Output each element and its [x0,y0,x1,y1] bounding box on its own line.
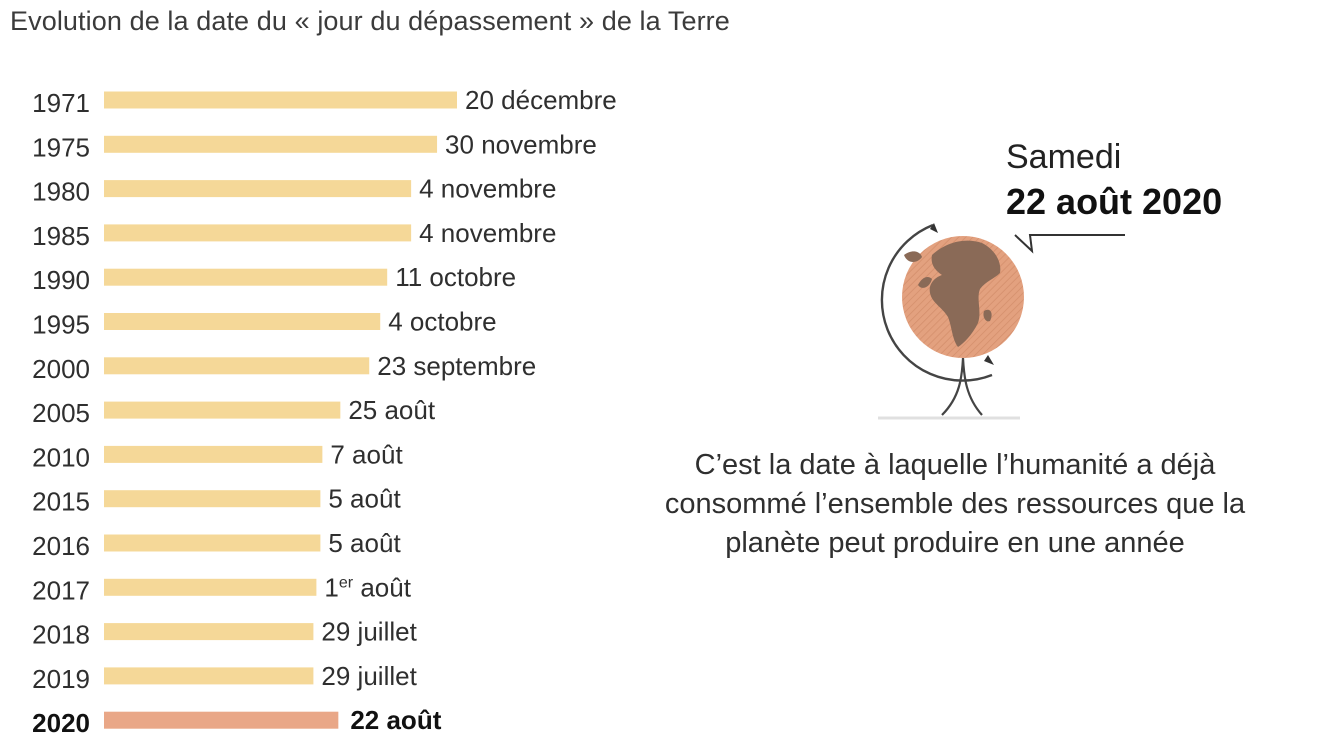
year-label: 2016 [32,531,90,561]
value-label: 22 août [350,705,441,735]
year-label: 1985 [32,221,90,251]
year-label: 2019 [32,664,90,694]
bar-2015 [104,490,321,508]
value-label: 7 août [330,439,403,469]
bar-2018 [104,623,314,641]
year-label: 2015 [32,487,90,517]
bar-2016 [104,534,321,552]
value-label: 5 août [328,528,401,558]
value-label: 20 décembre [465,85,617,115]
value-label: 29 juillet [321,617,417,647]
year-label: 2018 [32,620,90,650]
year-label: 2017 [32,575,90,605]
bar-2005 [104,401,341,419]
year-label: 2010 [32,442,90,472]
value-label: 11 octobre [395,262,516,292]
bar-1975 [104,135,438,153]
year-label: 2000 [32,354,90,384]
value-label: 30 novembre [445,129,597,159]
bar-1980 [104,180,412,198]
bar-1971 [104,91,457,109]
year-label: 2005 [32,398,90,428]
globe-icon [878,223,1125,420]
caption-text: C’est la date à laquelle l’humanité a dé… [664,449,1246,559]
year-label: 1975 [32,132,90,162]
bar-2000 [104,357,370,375]
year-label: 1971 [32,88,90,118]
bar-2019 [104,667,314,685]
year-label: 1995 [32,310,90,340]
value-label: 5 août [328,484,401,514]
bar-chart: 1971 20 décembre 1975 30 novembre 1980 4 nove… [32,85,617,738]
value-label: 4 novembre [419,174,556,204]
callout-date: 22 août 2020 [1006,181,1223,222]
year-label: 1980 [32,177,90,207]
year-label: 2020 [32,708,90,738]
bar-2020 [104,711,339,729]
value-label: 4 octobre [388,307,496,337]
value-label: 23 septembre [377,351,536,381]
value-label: 29 juillet [321,661,417,691]
bar-1990 [104,268,388,286]
value-label: 25 août [348,395,436,425]
bar-2010 [104,445,323,463]
value-label: 1er août [324,572,411,602]
callout-day: Samedi [1006,138,1122,176]
chart-title: Evolution de la date du « jour du dépass… [10,6,730,36]
bar-2017 [104,578,317,596]
year-label: 1990 [32,265,90,295]
bar-1995 [104,313,381,330]
bar-1985 [104,224,412,242]
value-label: 4 novembre [419,218,556,248]
